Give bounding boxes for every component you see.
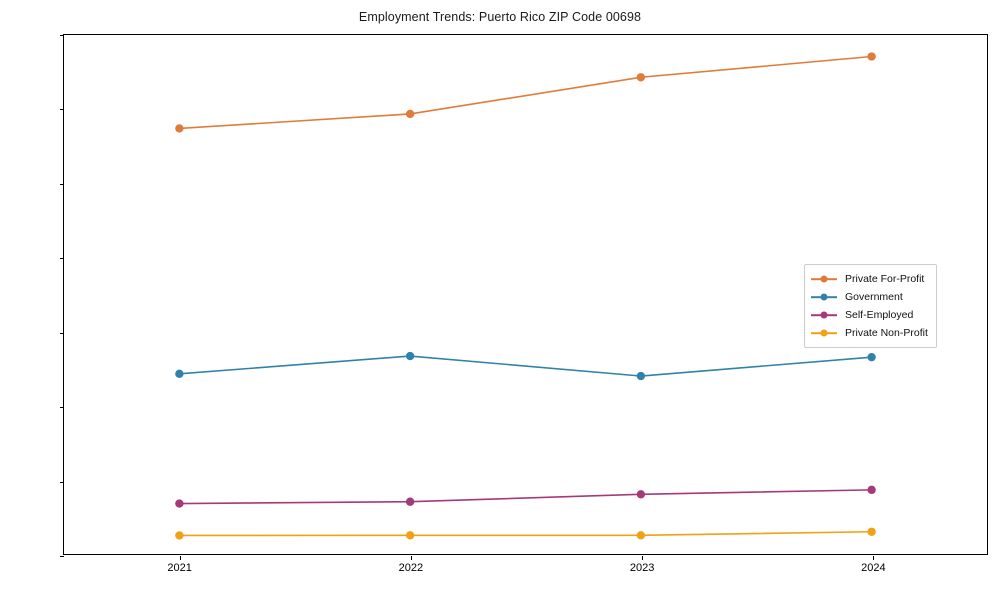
series-private-non-profit: [175, 527, 876, 540]
legend-marker-icon: [820, 275, 828, 283]
data-point: [867, 52, 876, 61]
y-axis-tick-mark: [60, 258, 64, 260]
x-axis-tick-mark: [410, 556, 412, 560]
legend-marker-icon: [820, 329, 828, 337]
legend-marker-icon: [820, 311, 828, 319]
y-axis-tick-mark: [60, 35, 64, 36]
legend-item-self-employed[interactable]: Self-Employed: [811, 306, 928, 324]
legend-swatch-icon: [811, 273, 837, 285]
y-axis-tick-mark: [60, 556, 64, 557]
data-point: [636, 490, 646, 499]
data-point: [175, 499, 184, 508]
legend-item-label: Private Non-Profit: [845, 326, 928, 339]
legend-item-label: Private For-Profit: [845, 272, 925, 285]
series-layer: [175, 52, 876, 540]
y-axis-tick-mark: [60, 183, 64, 185]
legend-swatch-icon: [811, 309, 837, 321]
data-point: [175, 531, 184, 540]
data-point: [405, 109, 415, 119]
data-point: [405, 351, 415, 361]
data-point: [867, 527, 876, 536]
series-line: [178, 355, 873, 377]
series-line: [178, 55, 873, 130]
data-point: [175, 124, 184, 133]
series-government: [175, 351, 876, 381]
data-point: [405, 497, 415, 506]
x-axis-tick-label: 2021: [167, 562, 192, 574]
plot-inner: [64, 35, 987, 554]
legend-item-label: Government: [845, 290, 903, 303]
data-point: [867, 352, 876, 362]
x-axis-tick-mark: [873, 556, 875, 560]
legend-swatch-icon: [811, 291, 837, 303]
data-point: [175, 369, 184, 379]
x-axis-tick-label: 2024: [861, 562, 886, 574]
x-axis-tick-label: 2022: [398, 562, 424, 574]
series-private-for-profit: [175, 52, 876, 133]
legend-item-private-for-profit[interactable]: Private For-Profit: [811, 270, 928, 288]
y-axis-tick-mark: [60, 481, 64, 483]
data-point: [867, 485, 876, 495]
x-axis-tick-mark: [179, 556, 181, 560]
legend-item-private-non-profit[interactable]: Private Non-Profit: [811, 324, 928, 342]
data-point: [405, 531, 415, 540]
x-axis-tick-mark: [642, 556, 644, 560]
y-axis-tick-mark: [60, 407, 64, 409]
legend-swatch-icon: [811, 327, 837, 339]
series-self-employed: [175, 485, 876, 508]
series-line: [178, 489, 873, 505]
data-point: [636, 371, 646, 381]
legend-item-label: Self-Employed: [845, 308, 914, 321]
series-line: [178, 530, 873, 537]
x-axis-tick-label: 2023: [629, 562, 655, 574]
legend: Private For-Profit Government Self-Employe…: [804, 264, 937, 348]
y-axis-tick-mark: [60, 332, 64, 334]
legend-marker-icon: [820, 293, 828, 301]
data-point: [636, 73, 646, 82]
page-title: Employment Trends: Puerto Rico ZIP Code …: [358, 10, 642, 24]
legend-item-government[interactable]: Government: [811, 288, 928, 306]
data-point: [636, 531, 646, 540]
y-axis-tick-mark: [60, 109, 64, 111]
